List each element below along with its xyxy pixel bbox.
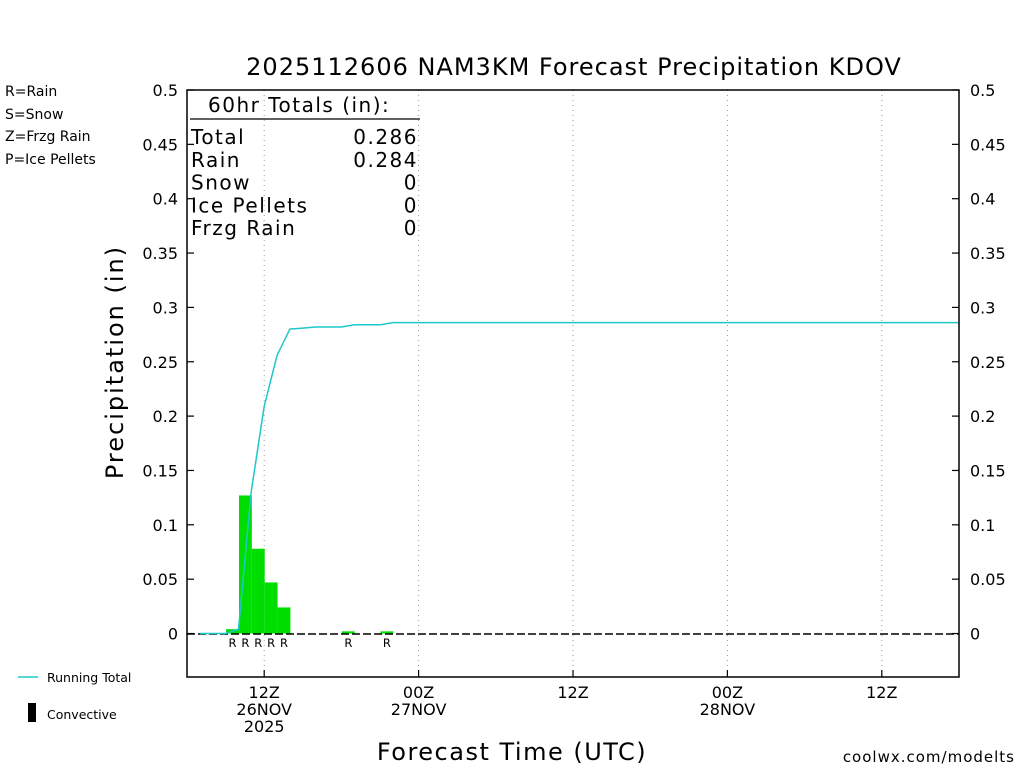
- precip-bar: [341, 631, 355, 634]
- x-tick-label: 28NOV: [700, 700, 756, 719]
- y-tick-label-right: 0.15: [970, 461, 1006, 480]
- y-axis-label: Precipitation (in): [101, 245, 129, 479]
- bars-layer: [226, 495, 394, 634]
- precip-bar: [277, 607, 291, 634]
- y-tick-label-right: 0.25: [970, 353, 1006, 372]
- x-axis-label: Forecast Time (UTC): [377, 738, 647, 766]
- y-tick-label-right: 0: [970, 625, 980, 644]
- precip-bar: [238, 495, 252, 634]
- legend-ice-pellets: P=Ice Pellets: [5, 152, 96, 168]
- y-tick-label-left: 0.2: [153, 407, 178, 426]
- convective-legend-swatch: [28, 703, 36, 722]
- precip-bar: [251, 548, 265, 634]
- precip-bar: [264, 582, 278, 634]
- totals-box: 60hr Totals (in): Total 0.286 Rain 0.284 Sno…: [190, 93, 420, 240]
- y-tick-label-right: 0.2: [970, 407, 995, 426]
- y-tick-label-right: 0.45: [970, 135, 1006, 154]
- running-total-legend-label: Running Total: [47, 670, 131, 685]
- bar-type-label: R: [344, 636, 352, 650]
- y-tick-label-right: 0.1: [970, 516, 995, 535]
- bar-type-label: R: [267, 636, 275, 650]
- x-tick-label: 12Z: [557, 683, 588, 702]
- y-tick-label-right: 0.3: [970, 298, 995, 317]
- totals-row-label: Frzg Rain: [191, 216, 296, 240]
- y-tick-label-right: 0.05: [970, 570, 1006, 589]
- x-tick-label: 27NOV: [391, 700, 447, 719]
- bar-type-label: R: [229, 636, 237, 650]
- legend-frzg-rain: Z=Frzg Rain: [5, 129, 91, 145]
- totals-row-value: 0.286: [353, 125, 418, 149]
- totals-header: 60hr Totals (in):: [208, 93, 390, 117]
- x-tick-label: 2025: [244, 717, 285, 736]
- x-tick-label: 00Z: [403, 683, 434, 702]
- credit-text: coolwx.com/modelts: [843, 748, 1015, 766]
- totals-row-value: 0: [404, 216, 418, 240]
- x-tick-label: 26NOV: [236, 700, 292, 719]
- totals-row-value: 0: [404, 193, 418, 217]
- y-tick-label-left: 0.1: [153, 516, 178, 535]
- x-tick-label: 12Z: [249, 683, 280, 702]
- y-tick-label-right: 0.5: [970, 81, 995, 100]
- y-tick-label-left: 0.35: [142, 244, 178, 263]
- y-tick-label-left: 0.05: [142, 570, 178, 589]
- totals-row-value: 0.284: [353, 148, 418, 172]
- grid-lines: [263, 90, 883, 677]
- y-tick-label-left: 0.3: [153, 298, 178, 317]
- totals-row-label: Snow: [191, 171, 251, 195]
- y-axis: 0 00.05 0.050.1 0.10.15 0.150.2 0.20.25 0.250.…: [142, 81, 1005, 644]
- bar-type-label: R: [254, 636, 262, 650]
- totals-row-label: Rain: [191, 148, 241, 172]
- y-tick-label-left: 0.25: [142, 353, 178, 372]
- legend-rain: R=Rain: [5, 84, 57, 100]
- convective-legend-label: Convective: [47, 707, 117, 722]
- x-tick-label: 12Z: [866, 683, 897, 702]
- bar-type-label: R: [241, 636, 249, 650]
- chart-title: 2025112606 NAM3KM Forecast Precipitation…: [246, 53, 902, 81]
- x-tick-label: 00Z: [712, 683, 743, 702]
- bar-type-label: R: [280, 636, 288, 650]
- totals-row-label: Ice Pellets: [191, 193, 308, 217]
- running-total-line: [199, 321, 959, 635]
- series-legend: Running Total Convective: [18, 670, 131, 722]
- legend-snow: S=Snow: [5, 107, 63, 123]
- y-tick-label-left: 0: [168, 625, 178, 644]
- precip-type-legend: R=Rain S=Snow Z=Frzg Rain P=Ice Pellets: [5, 84, 96, 168]
- y-tick-label-left: 0.5: [153, 81, 178, 100]
- bar-type-label: R: [383, 636, 391, 650]
- plot-frame: [186, 89, 960, 678]
- y-tick-label-left: 0.4: [153, 190, 178, 209]
- running-total-layer: [199, 321, 959, 635]
- y-tick-label-left: 0.15: [142, 461, 178, 480]
- totals-row-value: 0: [404, 171, 418, 195]
- totals-row-label: Total: [190, 125, 245, 149]
- precip-bar: [380, 631, 394, 634]
- y-tick-label-right: 0.35: [970, 244, 1006, 263]
- y-tick-label-right: 0.4: [970, 190, 995, 209]
- y-tick-label-left: 0.45: [142, 135, 178, 154]
